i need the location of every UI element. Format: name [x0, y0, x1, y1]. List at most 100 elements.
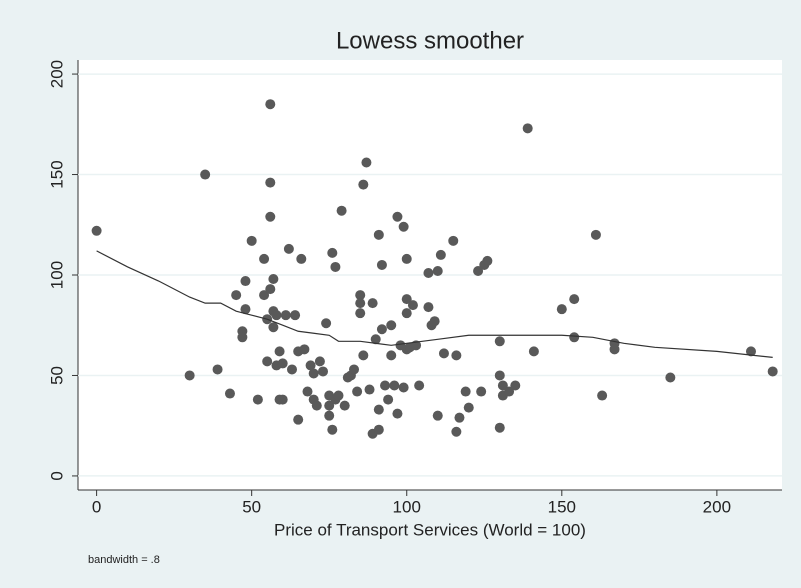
point — [277, 358, 288, 369]
point — [389, 380, 400, 391]
point — [259, 290, 270, 301]
point — [352, 386, 363, 397]
point — [398, 221, 409, 232]
point — [609, 344, 620, 355]
point — [358, 350, 369, 361]
point — [407, 300, 418, 311]
point — [333, 390, 344, 401]
point — [321, 318, 332, 329]
point — [355, 290, 366, 301]
point — [358, 179, 369, 190]
point — [370, 334, 381, 345]
point — [296, 253, 307, 264]
point — [392, 408, 403, 419]
point — [327, 247, 338, 258]
point — [376, 259, 387, 270]
point — [212, 364, 223, 375]
point — [376, 324, 387, 335]
point — [522, 123, 533, 134]
point — [556, 304, 567, 315]
point — [259, 253, 270, 264]
point — [361, 157, 372, 168]
point — [392, 211, 403, 222]
smooth-line — [96, 250, 773, 358]
point — [494, 370, 505, 381]
point — [401, 308, 412, 319]
y-tick-label: 100 — [47, 261, 66, 289]
point — [231, 290, 242, 301]
chart-title: Lowess smoother — [336, 27, 524, 54]
point — [265, 99, 276, 110]
point — [265, 284, 276, 295]
point — [265, 177, 276, 188]
y-tick-label: 150 — [47, 160, 66, 188]
point — [268, 274, 279, 285]
point — [494, 336, 505, 347]
point — [429, 316, 440, 327]
point — [401, 253, 412, 264]
point — [423, 302, 434, 313]
point — [184, 370, 195, 381]
point — [302, 386, 313, 397]
point — [373, 229, 384, 240]
point — [494, 422, 505, 433]
point — [262, 356, 273, 367]
point — [380, 380, 391, 391]
point — [569, 332, 580, 343]
point — [324, 410, 335, 421]
point — [277, 394, 288, 405]
point — [460, 386, 471, 397]
point — [330, 261, 341, 272]
point — [271, 310, 282, 321]
point — [482, 255, 493, 266]
x-tick-label: 200 — [703, 497, 731, 516]
point — [268, 322, 279, 333]
point — [473, 265, 484, 276]
point — [451, 426, 462, 437]
point — [386, 320, 397, 331]
point — [246, 235, 257, 246]
point — [373, 404, 384, 415]
point — [597, 390, 608, 401]
point — [745, 346, 756, 357]
point — [497, 380, 508, 391]
point — [311, 400, 322, 411]
point — [504, 386, 515, 397]
point — [339, 400, 350, 411]
x-tick-label: 150 — [548, 497, 576, 516]
point — [286, 364, 297, 375]
point — [274, 346, 285, 357]
point — [237, 332, 248, 343]
point — [528, 346, 539, 357]
point — [252, 394, 263, 405]
point — [265, 211, 276, 222]
point — [386, 350, 397, 361]
point — [398, 382, 409, 393]
point — [349, 364, 360, 375]
point — [454, 412, 465, 423]
point — [336, 205, 347, 216]
point — [224, 388, 235, 399]
y-tick-label: 50 — [47, 366, 66, 385]
point — [383, 394, 394, 405]
point — [324, 400, 335, 411]
point — [293, 414, 304, 425]
point — [200, 169, 211, 180]
point — [432, 265, 443, 276]
x-axis-title: Price of Transport Services (World = 100… — [274, 520, 586, 539]
point — [448, 235, 459, 246]
point — [355, 308, 366, 319]
point — [432, 410, 443, 421]
point — [510, 380, 521, 391]
x-tick-label: 50 — [242, 497, 261, 516]
point — [373, 424, 384, 435]
point — [414, 380, 425, 391]
point — [305, 360, 316, 371]
point — [569, 294, 580, 305]
point — [364, 384, 375, 395]
point — [355, 298, 366, 309]
point — [308, 368, 319, 379]
point — [299, 344, 310, 355]
